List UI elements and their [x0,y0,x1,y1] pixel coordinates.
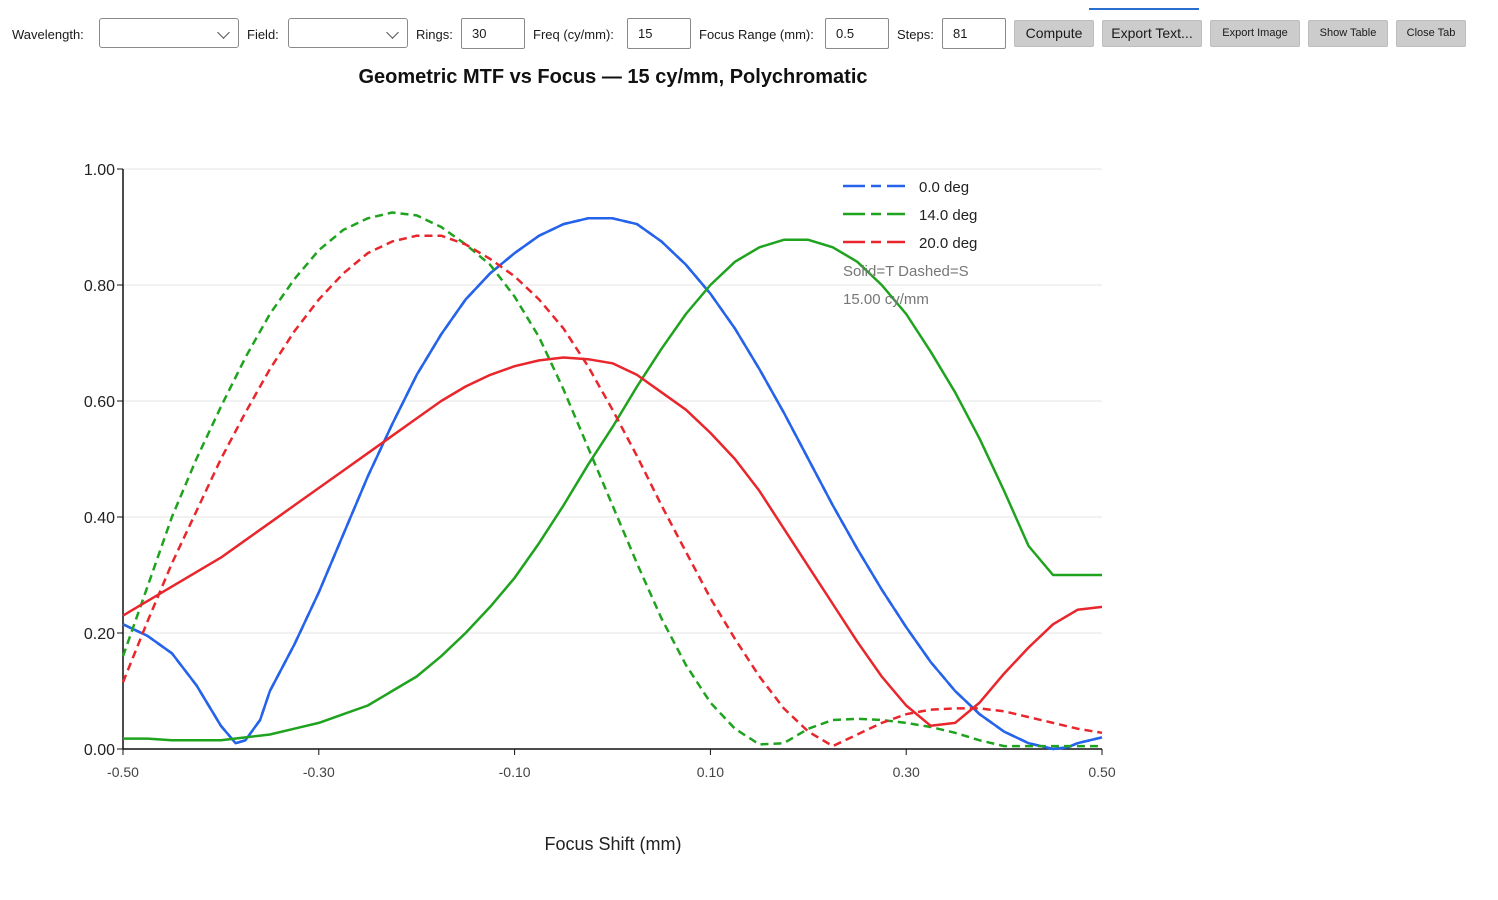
legend-label: 20.0 deg [919,235,977,252]
export-text-button[interactable]: Export Text... [1102,20,1202,47]
x-tick-label: 0.50 [1088,764,1115,780]
toolbar: Wavelength: Field: Rings: 30 Freq (cy/mm… [0,0,1498,66]
x-tick-label: 0.10 [697,764,724,780]
y-tick-label: 0.60 [84,394,115,411]
steps-label: Steps: [897,27,934,42]
export-image-button[interactable]: Export Image [1210,20,1300,47]
field-label: Field: [247,27,279,42]
legend-label: 0.0 deg [919,179,969,196]
y-tick-label: 0.20 [84,626,115,643]
rings-label: Rings: [416,27,453,42]
legend: 0.0 deg 14.0 deg 20.0 deg Solid=T Dashed=S 1… [843,179,977,308]
series-line-20-0-deg-solid [122,356,1103,728]
series-line-14-0-deg-dashed [121,211,1102,748]
rings-input[interactable]: 30 [461,18,525,49]
chart-title: Geometric MTF vs Focus — 15 cy/mm, Polyc… [358,66,868,88]
axes [122,169,1102,750]
freq-input[interactable]: 15 [627,18,691,49]
legend-note: Solid=T Dashed=S [843,263,969,280]
legend-label: 14.0 deg [919,207,977,224]
x-axis-label: Focus Shift (mm) [544,834,682,854]
series-line-0-0-deg-solid [122,217,1103,751]
focus-range-input[interactable]: 0.5 [825,18,889,49]
y-tick-label: 0.40 [84,510,115,527]
grid [123,168,1102,750]
legend-note: 15.00 cy/mm [843,291,929,308]
show-table-button[interactable]: Show Table [1308,20,1388,47]
y-tick-label: 0.80 [84,278,115,295]
steps-input[interactable]: 81 [942,18,1006,49]
x-tick-label: 0.30 [893,764,920,780]
focus-range-label: Focus Range (mm): [699,27,814,42]
field-select[interactable] [288,18,408,48]
series-group [121,211,1103,751]
wavelength-select[interactable] [99,18,239,48]
y-tick-label: 0.00 [84,742,115,759]
close-tab-button[interactable]: Close Tab [1396,20,1466,47]
wavelength-label: Wavelength: [12,27,84,42]
x-tick-label: -0.30 [303,764,335,780]
focus-indicator [1089,8,1199,10]
series-line-14-0-deg-solid [123,238,1102,742]
compute-button[interactable]: Compute [1014,20,1094,47]
x-tick-label: -0.10 [499,764,531,780]
series-line-20-0-deg-dashed [121,234,1103,748]
ticks: 0.00 0.20 0.40 0.60 0.80 1.00 -0.50 -0.30 -0.10 0… [84,162,1116,780]
freq-label: Freq (cy/mm): [533,27,614,42]
x-tick-label: -0.50 [107,764,139,780]
series-line-0-0-deg-dashed [122,217,1103,751]
y-tick-label: 1.00 [84,162,115,179]
